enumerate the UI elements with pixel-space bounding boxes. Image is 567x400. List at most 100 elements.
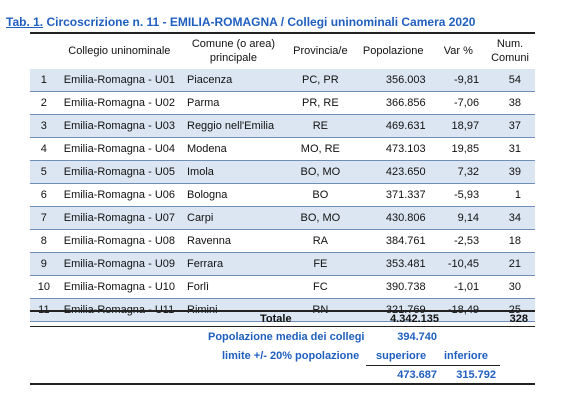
table-row: 1 Emilia-Romagna - U01 Piacenza PC, PR 356.0… [30,69,535,92]
row-num: 5 [30,160,58,184]
row-collegio: Emilia-Romagna - U09 [57,252,181,276]
header-var: Var % [443,45,473,57]
table-row: 11Emilia-Romagna - U11RiminiRN321.769-18… [30,298,535,322]
header-comune-line1: Comune (o area) [191,38,276,50]
collegi-table: Collegio uninominale Comune (o area) pri… [30,33,535,322]
superiore-value: 473.687 [397,369,437,381]
row-num: 10 [30,275,58,299]
table-body: 1 Emilia-Romagna - U01 Piacenza PC, PR 356.0… [30,69,535,322]
row-num: 9 [30,252,58,276]
row-num: 8 [30,229,58,253]
header-comune: Comune (o area) principale [181,33,286,69]
table-title: Tab. 1. Circoscrizione n. 11 - EMILIA-RO… [6,15,475,29]
row-comune: Ravenna [181,229,286,253]
totals-label: Totale [260,313,292,325]
row-popolazione: 356.003 [354,69,432,92]
row-comune: Reggio nell'Emilia [181,114,286,138]
table-title-text: Circoscrizione n. 11 - EMILIA-ROMAGNA / … [43,15,476,29]
row-collegio: Emilia-Romagna - U04 [57,137,181,161]
media-label: Popolazione media dei collegi [208,331,365,343]
table-row: 10 Emilia-Romagna - U10 Forlì FC 390.738 -1,0… [30,275,535,299]
table-title-prefix: Tab. 1. [6,15,44,29]
header-comune-line2: principale [209,52,257,64]
row-collegio: Emilia-Romagna - U07 [57,206,181,230]
row-var: 18,97 [431,114,486,138]
row-var: -9,81 [431,69,486,92]
row-comuni: 18 [485,229,535,253]
header-comuni-line2: Comuni [491,52,529,64]
totals-bottom-rule [30,326,535,327]
bottom-rule [30,383,535,385]
row-var: 19,85 [431,137,486,161]
row-num: 6 [30,183,58,207]
row-popolazione: 430.806 [354,206,432,230]
header-collegio: Collegio uninominale [68,45,171,57]
row-var: -2,53 [431,229,486,253]
table-row: 2 Emilia-Romagna - U02 Parma PR, RE 366.856-… [30,91,535,115]
row-comune: Modena [181,137,286,161]
table-row: 6 Emilia-Romagna - U06 Bologna BO 371.337 -5,… [30,183,535,207]
table-row: 7 Emilia-Romagna - U07 Carpi BO, MO 430.806 9… [30,206,535,230]
row-popolazione: 473.103 [354,137,432,161]
row-comune: Forlì [181,275,286,299]
row-comuni: 30 [485,275,535,299]
limits-rule [366,365,500,366]
row-popolazione: 469.631 [354,114,432,138]
row-var: -5,93 [431,183,486,207]
table-row: 8 Emilia-Romagna - U08 Ravenna RA 384.761 -2,… [30,229,535,253]
row-provincia: RA [285,229,355,253]
row-comuni: 54 [485,69,535,92]
superiore-label: superiore [376,350,427,362]
header-comuni-line1: Num. [496,38,524,50]
table-row: 5 Emilia-Romagna - U05 Imola BO, MO 423.650 7… [30,160,535,184]
row-comune: Carpi [181,206,286,230]
row-var: -1,01 [431,275,486,299]
totals-popolazione: 4.342.135 [390,313,439,325]
row-num: 4 [30,137,58,161]
row-provincia: PR, RE [285,91,355,115]
row-comune: Bologna [181,183,286,207]
row-var: 7,32 [431,160,486,184]
row-collegio: Emilia-Romagna - U01 [57,69,181,92]
row-num: 7 [30,206,58,230]
row-comune: Piacenza [181,69,286,92]
row-collegio: Emilia-Romagna - U02 [57,91,181,115]
row-comune: Imola [181,160,286,184]
row-num: 1 [30,69,58,92]
row-collegio: Emilia-Romagna - U08 [57,229,181,253]
row-popolazione: 371.337 [354,183,432,207]
header-row: Collegio uninominale Comune (o area) pri… [30,33,535,69]
row-var: 9,14 [431,206,486,230]
row-popolazione: 353.481 [354,252,432,276]
table-row: 9 Emilia-Romagna - U09 Ferrara FE 353.481 -10… [30,252,535,276]
row-comuni: 39 [485,160,535,184]
header-provincia: Provincia/e [293,45,348,57]
row-comuni: 38 [485,91,535,115]
row-popolazione: 366.856 [354,91,432,115]
row-var: -7,06 [431,91,486,115]
top-rule [30,32,535,34]
row-provincia: RE [285,114,355,138]
header-popolazione: Popolazione [362,45,424,57]
row-provincia: MO, RE [285,137,355,161]
row-popolazione: 423.650 [354,160,432,184]
row-num: 3 [30,114,58,138]
row-collegio: Emilia-Romagna - U10 [57,275,181,299]
row-comune: Parma [181,91,286,115]
row-popolazione: 390.738 [354,275,432,299]
header-comuni: Num. Comuni [485,33,535,69]
header-num [30,33,58,69]
row-collegio: Emilia-Romagna - U05 [57,160,181,184]
row-comuni: 34 [485,206,535,230]
inferiore-value: 315.792 [456,369,496,381]
limite-label: limite +/- 20% popolazione [222,350,360,362]
table-row: 4 Emilia-Romagna - U04 Modena MO, RE 473.103… [30,137,535,161]
row-provincia: FE [285,252,355,276]
row-provincia: BO [285,183,355,207]
row-provincia: FC [285,275,355,299]
row-var: -10,45 [431,252,486,276]
table-row: 3 Emilia-Romagna - U03 Reggio nell'Emilia R… [30,114,535,138]
row-comuni: 31 [485,137,535,161]
row-provincia: BO, MO [285,206,355,230]
media-value: 394.740 [397,331,437,343]
